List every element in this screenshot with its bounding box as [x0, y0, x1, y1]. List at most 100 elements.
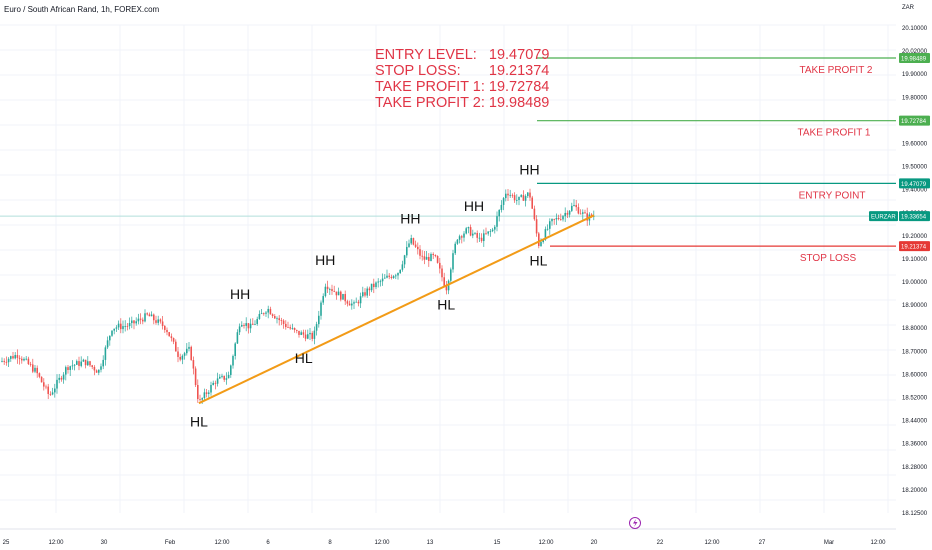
candle-body [131, 320, 133, 324]
price-tag-stop_loss [899, 241, 930, 252]
y-tick-label: 18.28000 [902, 465, 928, 471]
candle-body [329, 289, 331, 290]
candle-body [98, 369, 100, 373]
candle-body [80, 361, 82, 366]
candle-body [366, 288, 368, 296]
candle-body [379, 281, 382, 283]
price-axis[interactable]: ZAR20.1000020.0200019.9000019.8000019.70… [902, 5, 928, 517]
candle-body [390, 276, 393, 278]
candle-body [95, 370, 98, 373]
price-tag-label: 19.98489 [901, 56, 927, 62]
candle-body [219, 376, 221, 379]
candle-body [544, 229, 547, 240]
candle-body [362, 292, 364, 297]
candle-body [201, 398, 203, 400]
candle-body [12, 356, 14, 359]
candle-body [498, 209, 500, 217]
candle-body [399, 269, 401, 274]
candle-body [221, 375, 223, 377]
candle-body [351, 303, 353, 306]
candle-body [432, 254, 434, 255]
replay-icon[interactable] [629, 517, 641, 529]
y-tick-label: 19.90000 [902, 72, 928, 78]
candle-body [89, 361, 91, 366]
candle-body [377, 281, 379, 283]
candle-body [566, 212, 569, 215]
candle-body [527, 192, 529, 197]
candle-body [161, 321, 164, 327]
y-tick-label: 18.36000 [902, 442, 928, 448]
candle-body [491, 229, 494, 232]
candle-body [137, 318, 140, 322]
y-tick-label: 19.50000 [902, 165, 928, 171]
candle-body [212, 382, 214, 385]
candle-body [524, 196, 527, 201]
chart-title: Euro / South African Rand, 1h, FOREX.com [4, 5, 160, 14]
candle-body [142, 319, 144, 322]
price-tag-label: 19.47079 [901, 182, 927, 188]
candle-body [461, 236, 463, 238]
candle-body [557, 217, 560, 219]
candle-body [205, 392, 208, 394]
candle-body [157, 319, 159, 323]
candle-body [267, 308, 269, 313]
candle-body [346, 301, 349, 304]
candle-body [342, 294, 344, 300]
candle-body [436, 256, 439, 263]
candle-body [386, 275, 388, 278]
candle-body [25, 358, 27, 360]
candle-body [135, 321, 137, 324]
candle-body [520, 195, 522, 197]
candle-body [109, 335, 111, 341]
candle-body [318, 315, 320, 325]
candle-body [269, 308, 272, 315]
candle-body [260, 313, 263, 315]
price-tag-take_profit_1 [899, 115, 930, 126]
y-tick-label: 19.40000 [902, 188, 928, 194]
trendline [198, 214, 595, 405]
candle-body [183, 353, 186, 356]
candle-body [126, 326, 129, 327]
candle-body [58, 377, 60, 380]
candle-body [186, 348, 188, 354]
candle-body [65, 367, 67, 375]
candle-body [170, 336, 173, 339]
candle-body [542, 239, 544, 242]
price-tag-label: 19.72784 [901, 119, 927, 125]
trendline-group [198, 214, 595, 405]
candle-body [439, 262, 441, 269]
swing-label-hh: HH [519, 162, 539, 178]
candle-body [388, 275, 390, 277]
x-tick-label: 12:00 [374, 540, 390, 546]
candle-body [76, 361, 78, 365]
candle-body [373, 283, 375, 288]
x-tick-label: 8 [328, 540, 332, 546]
time-axis[interactable]: 25 12:00 30 Feb 12:00 6 8 12:00 13 15 12:00 20 22 12:… [0, 528, 896, 546]
candle-body [518, 196, 520, 200]
candle-body [104, 347, 107, 360]
x-tick-label: 6 [266, 540, 270, 546]
candle-body [122, 326, 124, 330]
swing-labels: HL HH HL HH HH HL HH HH HL [190, 162, 548, 430]
candle-body [505, 193, 507, 199]
candle-body [441, 268, 443, 278]
gridlines [0, 24, 896, 513]
y-tick-label: 20.10000 [902, 26, 928, 32]
candle-body [478, 237, 481, 239]
symbol-tag [869, 211, 898, 222]
candle-body [91, 365, 93, 367]
candle-body [423, 256, 426, 260]
info-line: ENTRY LEVEL: 19.47079 [375, 47, 549, 63]
candle-body [236, 332, 239, 344]
candle-body [434, 254, 437, 257]
candle-body [177, 351, 179, 357]
x-tick-label: 12:00 [538, 540, 554, 546]
info-line: TAKE PROFIT 2: 19.98489 [375, 95, 549, 111]
candle-body [395, 275, 397, 277]
candle-body [168, 332, 170, 337]
candle-body [445, 286, 448, 291]
candle-body [62, 374, 65, 380]
y-tick-label: 18.90000 [902, 303, 928, 309]
